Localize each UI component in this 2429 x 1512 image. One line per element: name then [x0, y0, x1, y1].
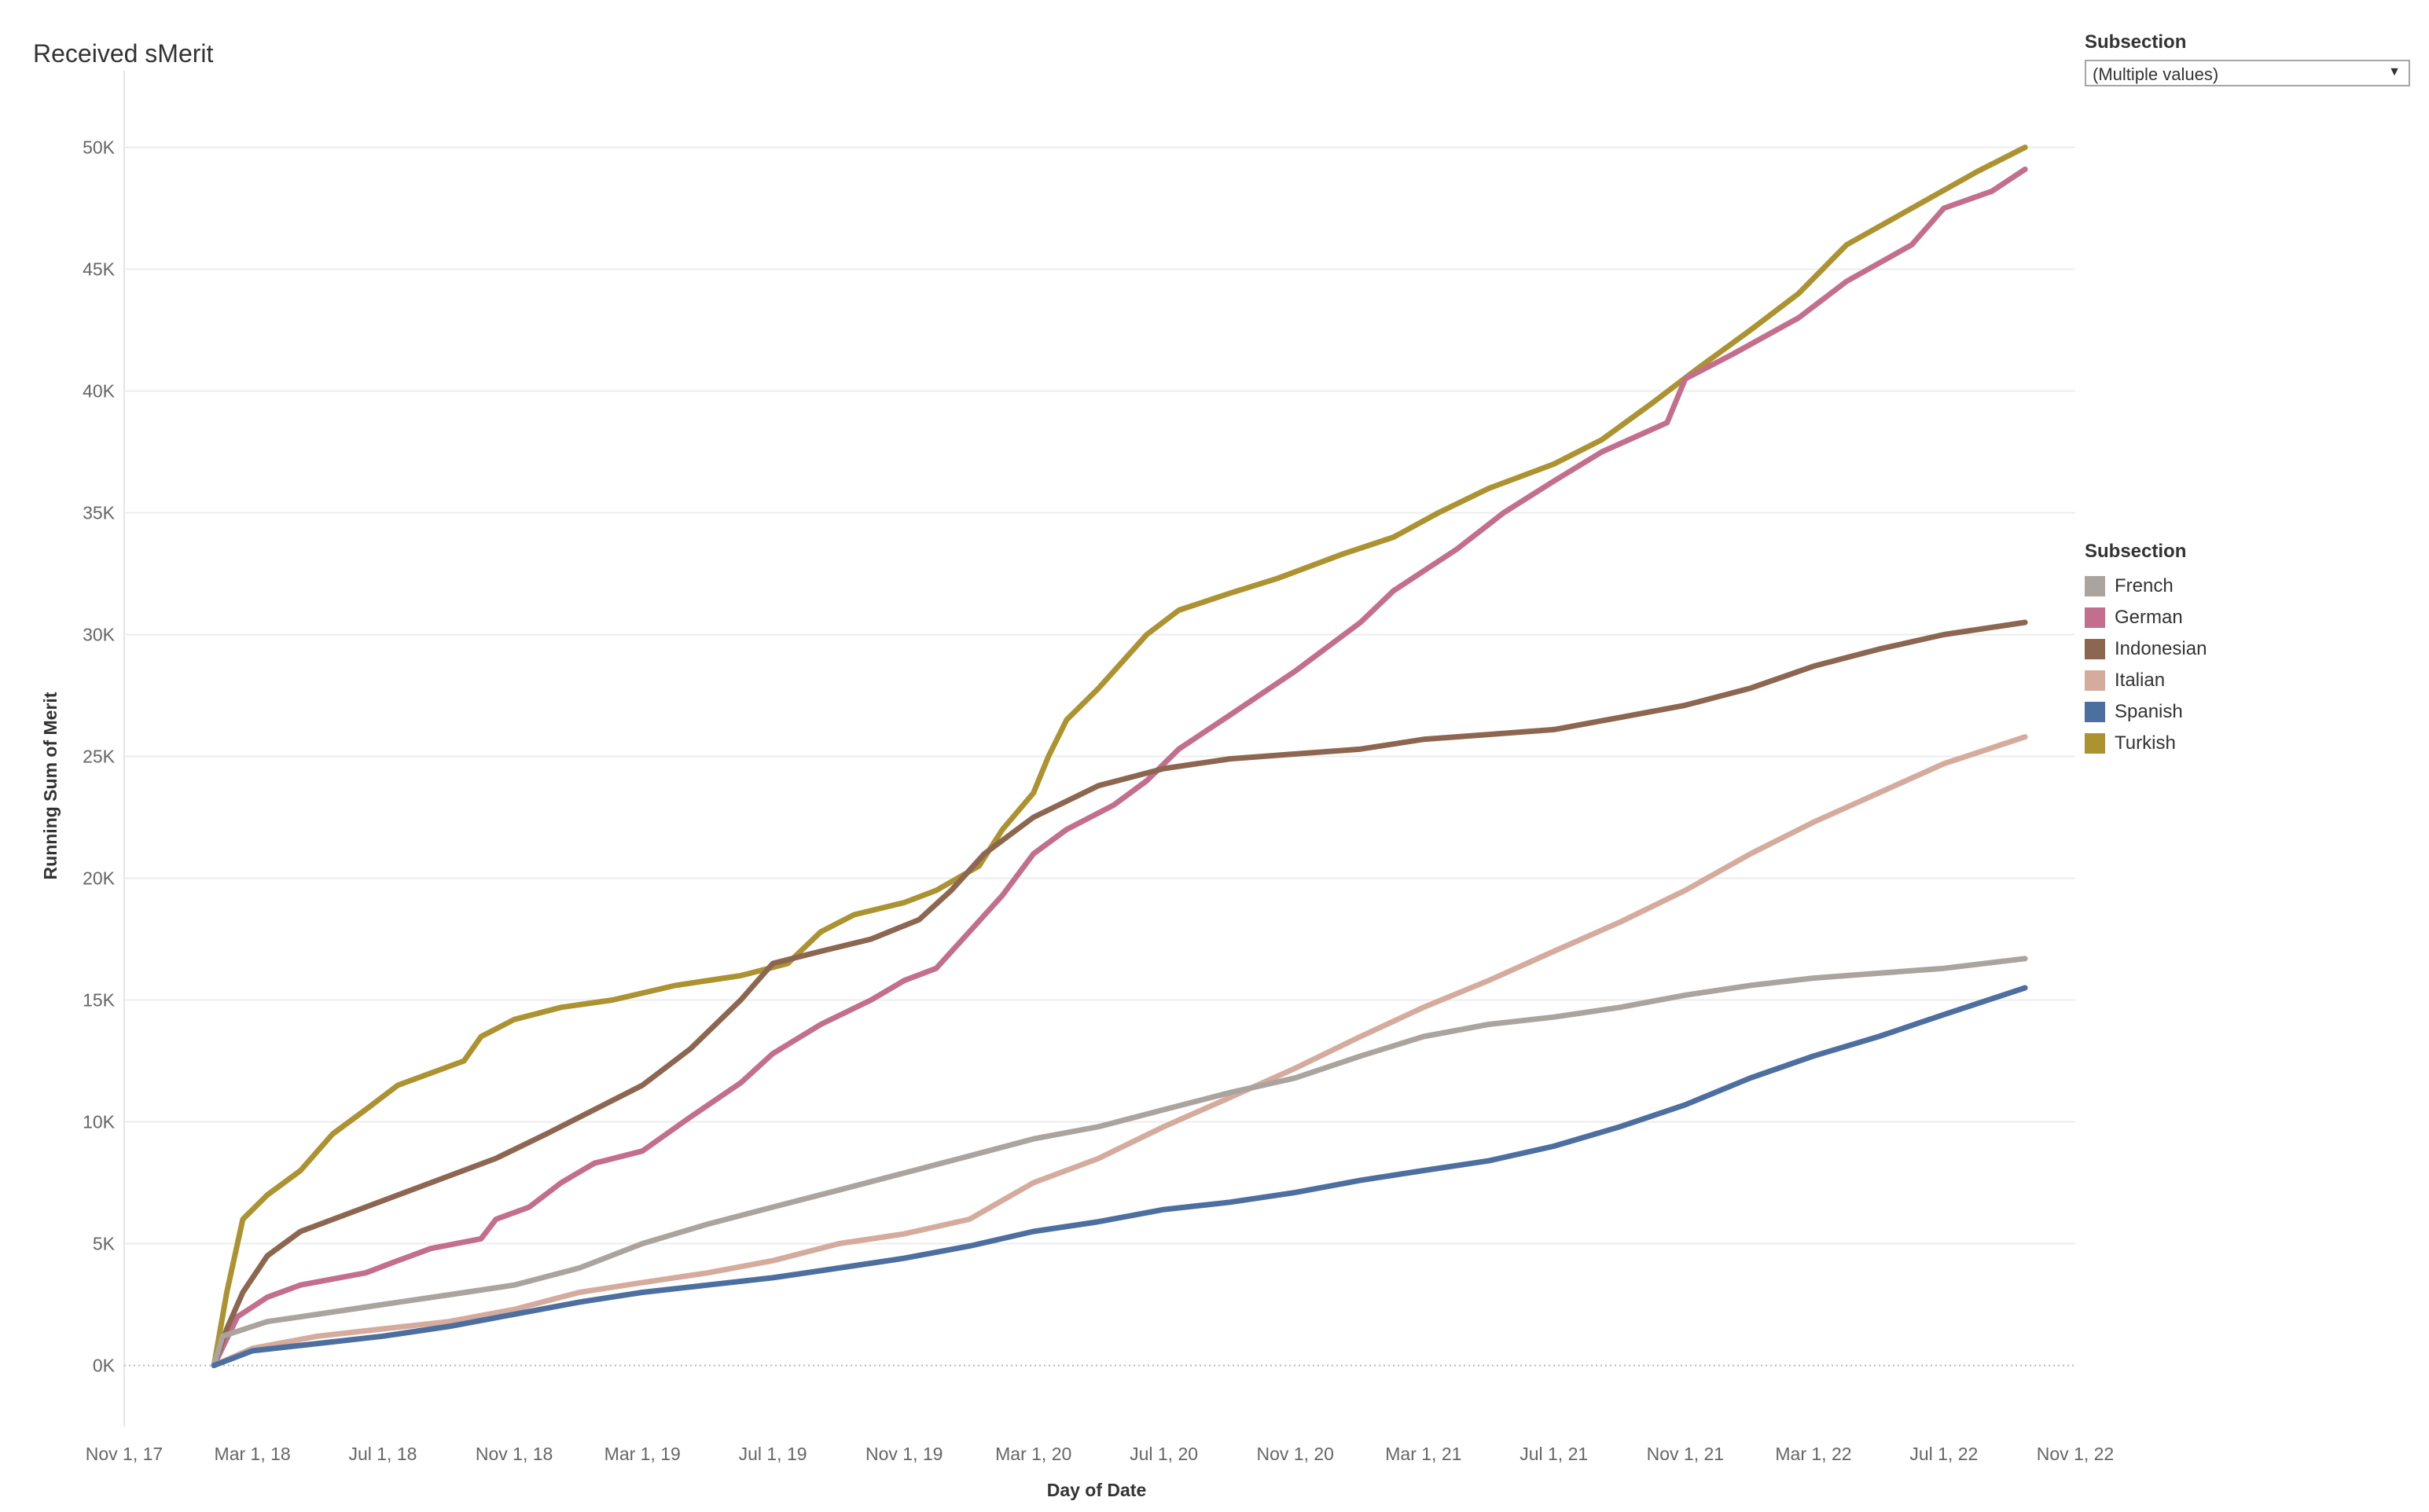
series-line-indonesian [211, 619, 2028, 1368]
x-axis-title: Day of Date [1047, 1480, 1147, 1500]
y-axis-title: Running Sum of Merit [40, 692, 61, 879]
x-tick-label: Mar 1, 22 [1775, 1444, 1851, 1464]
y-tick-label: 0K [93, 1356, 116, 1376]
legend-label: French [2115, 575, 2174, 596]
chevron-down-icon: ▼ [2388, 65, 2401, 79]
y-tick-label: 25K [83, 747, 116, 767]
x-tick-label: Jul 1, 20 [1130, 1444, 1198, 1464]
series-line-italian [211, 734, 2028, 1368]
legend-item-spanish[interactable]: Spanish [2085, 696, 2415, 728]
legend-swatch [2085, 639, 2105, 659]
x-tick-label: Nov 1, 19 [865, 1444, 943, 1464]
subsection-dropdown[interactable]: (Multiple values) ▼ [2085, 60, 2410, 86]
x-tick-label: Jul 1, 18 [348, 1444, 417, 1464]
y-axis: 0K 5K 10K 15K 20K 25K 30K 35K 40K 45K 50K [83, 138, 116, 1376]
x-tick-label: Nov 1, 22 [2037, 1444, 2114, 1464]
series-line-french [211, 956, 2028, 1368]
legend-items: French German Indonesian Italian Spanish Turk… [2085, 571, 2415, 759]
x-tick-label: Nov 1, 17 [86, 1444, 163, 1464]
dropdown-value: (Multiple values) [2093, 64, 2219, 84]
legend-swatch [2085, 733, 2105, 754]
y-tick-label: 35K [83, 503, 116, 523]
legend-swatch [2085, 576, 2105, 596]
legend-item-indonesian[interactable]: Indonesian [2085, 633, 2415, 665]
y-tick-label: 45K [83, 259, 116, 280]
series-line-turkish [211, 145, 2028, 1368]
legend-title: Subsection [2085, 541, 2187, 562]
series-line-german [211, 166, 2028, 1368]
legend-item-french[interactable]: French [2085, 571, 2415, 602]
y-tick-label: 20K [83, 868, 116, 889]
y-tick-label: 15K [83, 990, 116, 1011]
legend-swatch [2085, 607, 2105, 628]
legend-item-german[interactable]: German [2085, 602, 2415, 633]
legend-label: German [2115, 607, 2183, 628]
legend-label: Indonesian [2115, 638, 2207, 659]
y-tick-label: 5K [93, 1234, 116, 1254]
x-tick-label: Mar 1, 21 [1385, 1444, 1461, 1464]
grid-layer [123, 71, 2075, 1426]
x-tick-label: Nov 1, 20 [1257, 1444, 1334, 1464]
x-tick-label: Jul 1, 19 [739, 1444, 807, 1464]
legend: Subsection French German Indonesian Italian… [2085, 541, 2415, 759]
y-tick-label: 40K [83, 381, 116, 402]
y-tick-label: 10K [83, 1112, 116, 1132]
subsection-filter: Subsection (Multiple values) ▼ [2085, 31, 2415, 86]
x-tick-label: Jul 1, 22 [1909, 1444, 1978, 1464]
series-layer [211, 145, 2028, 1368]
y-tick-label: 30K [83, 625, 116, 645]
x-axis: Nov 1, 17 Mar 1, 18 Jul 1, 18 Nov 1, 18 Mar … [86, 1444, 2114, 1464]
legend-swatch [2085, 702, 2105, 722]
filter-title: Subsection [2085, 31, 2187, 53]
x-tick-label: Mar 1, 18 [215, 1444, 291, 1464]
y-tick-label: 50K [83, 138, 116, 158]
x-tick-label: Nov 1, 21 [1647, 1444, 1724, 1464]
legend-swatch [2085, 670, 2105, 691]
x-tick-label: Jul 1, 21 [1520, 1444, 1588, 1464]
legend-label: Spanish [2115, 701, 2183, 722]
chart-title: Received sMerit [33, 39, 214, 68]
legend-item-turkish[interactable]: Turkish [2085, 728, 2415, 759]
x-tick-label: Mar 1, 20 [995, 1444, 1071, 1464]
x-tick-label: Mar 1, 19 [604, 1444, 681, 1464]
x-tick-label: Nov 1, 18 [476, 1444, 553, 1464]
legend-item-italian[interactable]: Italian [2085, 665, 2415, 696]
legend-label: Turkish [2115, 732, 2176, 754]
legend-label: Italian [2115, 670, 2166, 691]
series-line-spanish [211, 985, 2028, 1368]
